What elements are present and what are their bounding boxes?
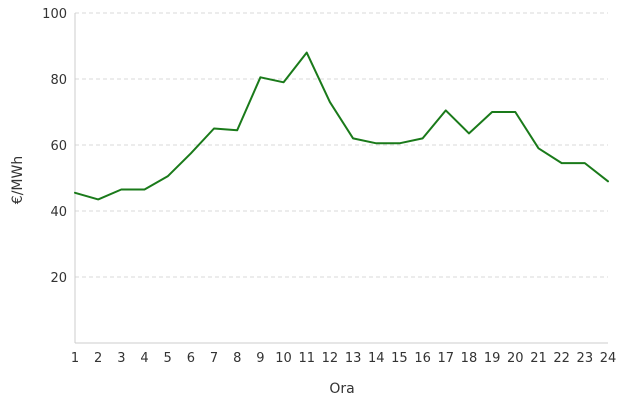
x-tick-label: 4	[140, 351, 148, 366]
y-tick-label: 60	[50, 139, 67, 154]
y-tick-label: 40	[50, 205, 67, 220]
x-tick-label: 20	[507, 351, 524, 366]
x-tick-label: 9	[256, 351, 264, 366]
series-line	[74, 51, 609, 201]
x-tick-label: 18	[461, 351, 478, 366]
x-tick-label: 5	[164, 351, 172, 366]
x-tick-label: 17	[438, 351, 455, 366]
x-tick-label: 3	[117, 351, 125, 366]
x-tick-label: 7	[210, 351, 218, 366]
series	[74, 51, 609, 201]
y-tick-labels: 20 40 60 80 100	[42, 7, 67, 286]
x-tick-label: 1	[71, 351, 79, 366]
x-tick-label: 19	[484, 351, 501, 366]
x-tick-label: 22	[553, 351, 570, 366]
x-tick-label: 14	[368, 351, 385, 366]
axes	[74, 13, 608, 344]
x-tick-label: 11	[298, 351, 315, 366]
x-tick-label: 24	[600, 351, 617, 366]
x-tick-label: 21	[530, 351, 547, 366]
x-tick-label: 12	[322, 351, 339, 366]
y-tick-label: 20	[50, 271, 67, 286]
x-tick-label: 15	[391, 351, 408, 366]
x-tick-labels: 1 2 3 4 5 6 7 8 9 10 11 12 13 14 15 16 17 18 19 20 21 22 23 24	[71, 351, 616, 366]
x-tick-label: 16	[414, 351, 431, 366]
x-tick-label: 13	[345, 351, 362, 366]
x-axis-label: Ora	[329, 381, 354, 397]
y-tick-label: 80	[50, 73, 67, 88]
x-tick-label: 10	[275, 351, 292, 366]
x-tick-label: 23	[577, 351, 594, 366]
gridlines	[75, 12, 608, 278]
x-tick-label: 8	[233, 351, 241, 366]
x-tick-label: 6	[187, 351, 195, 366]
y-tick-label: 100	[42, 7, 67, 22]
y-axis-label: €/MWh	[10, 156, 26, 204]
x-tick-label: 2	[94, 351, 102, 366]
